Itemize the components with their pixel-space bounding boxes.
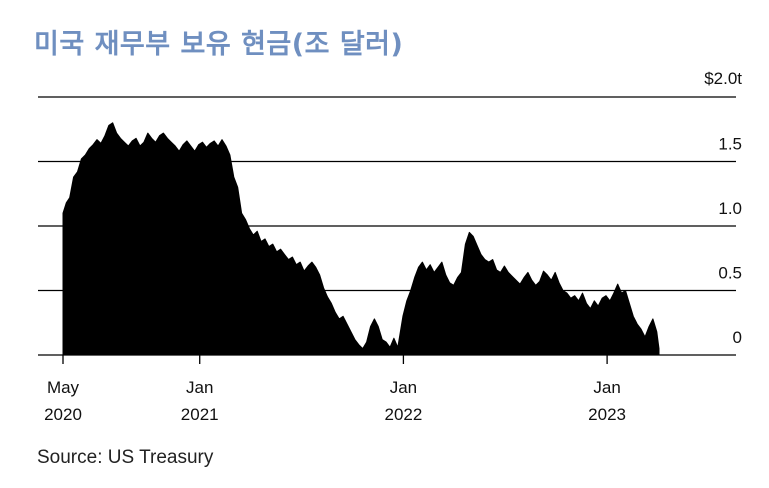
y-tick-label: 1.0 xyxy=(718,199,742,218)
x-tick-label: Jan xyxy=(186,378,213,397)
x-tick-label: 2022 xyxy=(384,405,422,424)
source-note: Source: US Treasury xyxy=(37,447,214,468)
chart-title: 미국 재무부 보유 현금(조 달러) xyxy=(34,29,404,60)
series-layer xyxy=(62,122,660,356)
y-tick-label: 0 xyxy=(733,328,742,347)
x-tick-label: 2020 xyxy=(44,405,82,424)
y-tick-label: $2.0t xyxy=(704,69,742,88)
x-tick-label: Jan xyxy=(593,378,620,397)
x-tick-label: May xyxy=(47,378,80,397)
x-tick-label: 2023 xyxy=(588,405,626,424)
x-tick-label: 2021 xyxy=(181,405,219,424)
y-tick-label: 1.5 xyxy=(718,135,742,154)
series-area xyxy=(62,122,660,356)
x-tick-label: Jan xyxy=(390,378,417,397)
y-tick-label: 0.5 xyxy=(718,264,742,283)
axis-layer: $2.0t 1.5 1.0 0.5 0 May 2020 Jan 2021 Jan 2022 Jan 2… xyxy=(38,69,742,424)
